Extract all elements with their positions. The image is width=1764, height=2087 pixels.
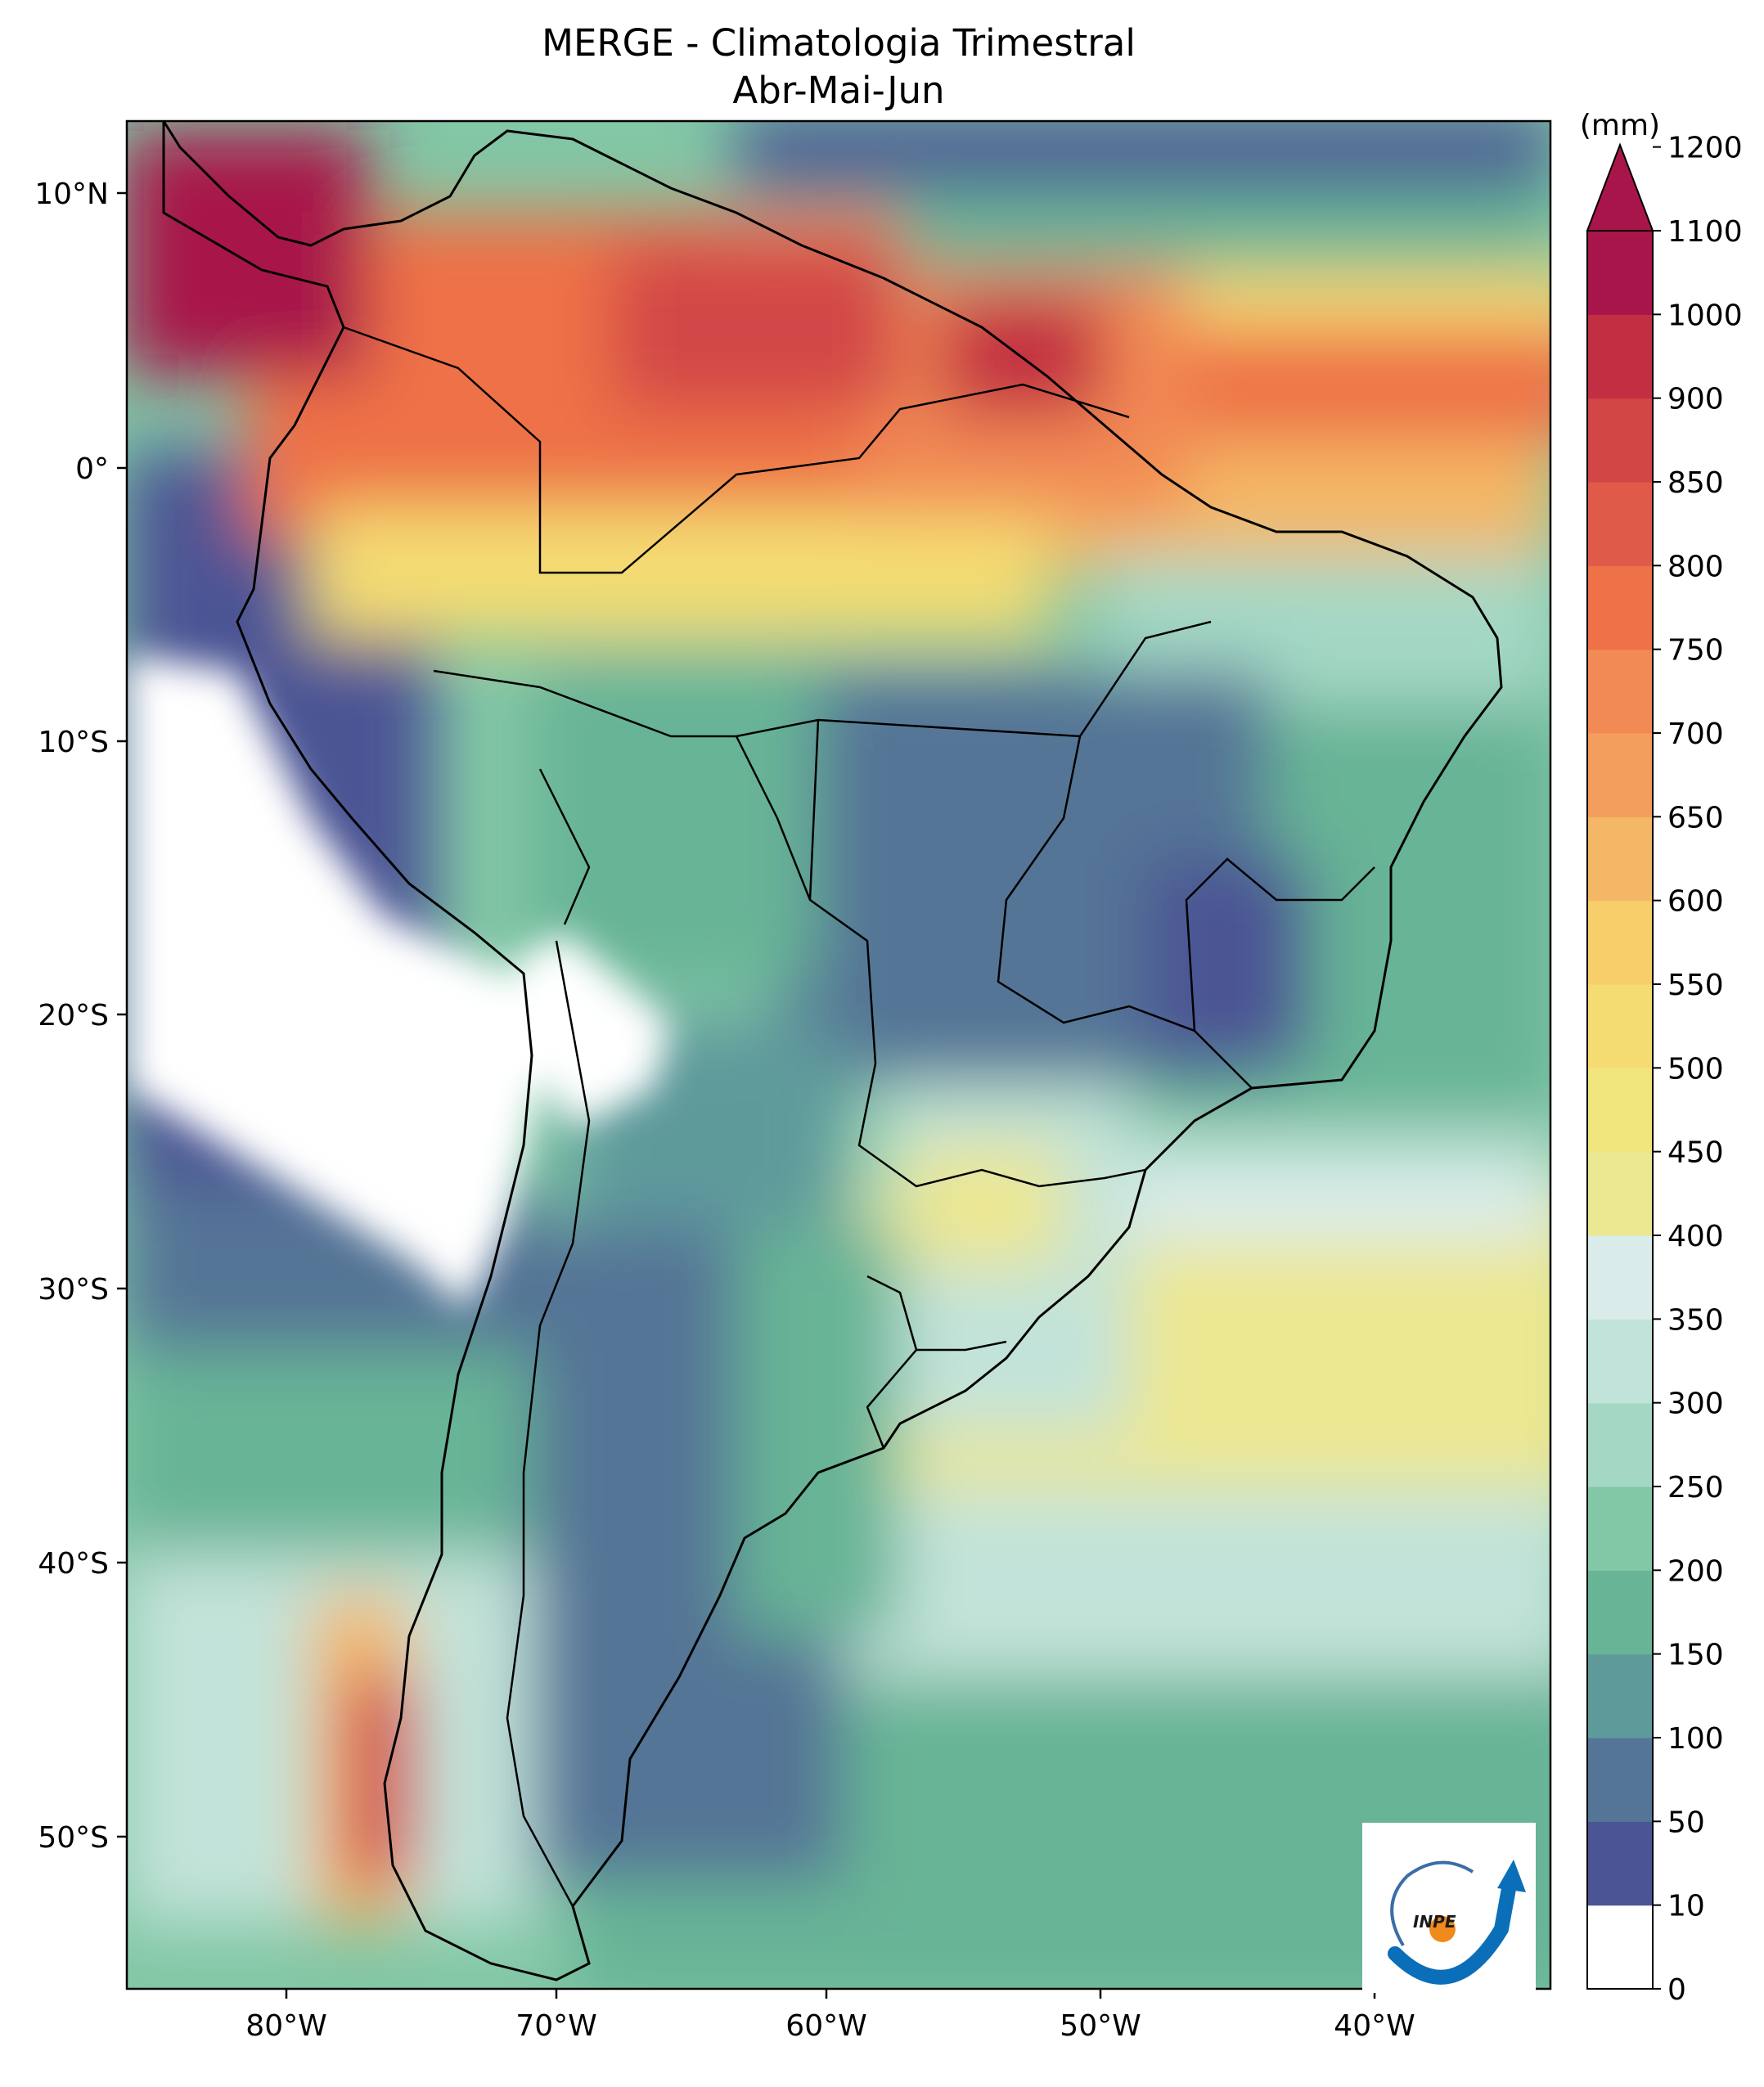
lon-tick-label: 50°W [1060,2009,1141,2043]
colorbar-segment [1587,1570,1653,1655]
colorbar-tick-label: 200 [1667,1554,1724,1588]
colorbar-tick-label: 900 [1667,383,1724,416]
lat-tick-label: 10°S [38,726,109,759]
colorbar-segment [1587,1402,1653,1487]
arrow-head-icon [1497,1860,1526,1892]
colorbar-tick-label: 150 [1667,1639,1724,1672]
northern-borders [343,326,1130,574]
colorbar-tick-label: 1200 [1667,132,1743,165]
lat-tick-label: 20°S [38,999,109,1032]
colorbar-tick-label: 250 [1667,1471,1724,1505]
colorbar-tick-label: 500 [1667,1052,1724,1086]
arrow-icon [1388,1877,1517,1985]
orbit-dot-icon [1429,1916,1456,1942]
latitude-ticks: 10°N 0° 10°S 20°S 30°S 40°S 50°S [34,178,127,1855]
colorbar-tick-label: 1100 [1667,215,1743,249]
colorbar-segment [1587,1738,1653,1822]
lat-tick-label: 10°N [34,178,109,211]
lon-tick-label: 40°W [1334,2009,1415,2043]
orbit-icon [1390,1860,1474,1947]
colorbar-tick-label: 50 [1667,1806,1705,1839]
colorbar-tick-label: 600 [1667,885,1724,919]
colorbar-segment [1587,1905,1653,1990]
lon-tick-label: 60°W [785,2009,866,2043]
brazil-state-borders [808,719,1375,1089]
lat-tick-label: 40°S [38,1547,109,1581]
colorbar-segment [1587,398,1653,483]
colorbar-segment [1587,231,1653,315]
colorbar-segment [1587,816,1653,902]
colorbar-segment [1587,565,1653,650]
map-subtitle: Abr-Mai-Jun [732,69,945,112]
colorbar-segment [1587,984,1653,1068]
colorbar-tick-label: 450 [1667,1136,1724,1170]
logo-text: INPE [1413,1912,1456,1932]
colorbar-segment [1587,900,1653,985]
southern-borders [866,1275,1007,1449]
central-borders [538,735,1146,1188]
colorbar-tick-label: 350 [1667,1303,1724,1337]
colorbar-tick-label: 650 [1667,801,1724,834]
lat-tick-label: 30°S [38,1273,109,1307]
colorbar-segment [1587,1821,1653,1906]
colorbar-tick-label: 750 [1667,634,1724,668]
longitude-ticks: 80°W 70°W 60°W 50°W 40°W [245,1989,1415,2043]
colorbar-tick-label: 700 [1667,717,1724,751]
colorbar-tick-label: 100 [1667,1722,1724,1756]
lat-tick-label: 50°S [38,1821,109,1855]
colorbar-segment [1587,314,1653,399]
map-frame [125,119,1552,1990]
colorbar: 0 10 50 100 150 200 250 300 350 400 450 500 550 600 65… [1586,132,1743,2007]
map-title: MERGE - Climatologia Trimestral [542,21,1136,65]
colorbar-tick-label: 850 [1667,466,1724,500]
amazon-borders [433,620,1212,738]
colorbar-segment [1587,482,1653,566]
colorbar-segment [1587,733,1653,817]
colorbar-unit: (mm) [1580,109,1660,142]
colorbar-tick-label: 0 [1667,1973,1686,2007]
colorbar-tick-label: 1000 [1667,299,1743,332]
colorbar-segment [1587,1319,1653,1404]
colorbar-segment [1587,1151,1653,1236]
colorbar-tick-label: 400 [1667,1220,1724,1253]
precipitation-field [127,121,1550,1989]
lon-tick-label: 70°W [515,2009,596,2043]
colorbar-segment [1587,1653,1653,1738]
lon-tick-label: 80°W [245,2009,326,2043]
colorbar-segment [1587,1487,1653,1571]
inpe-logo: INPE [1362,1823,1536,1993]
colorbar-segment [1587,649,1653,734]
colorbar-tick-label: 800 [1667,550,1724,583]
andes-border [506,940,591,1907]
continent-outline [162,121,1503,1981]
colorbar-extend-arrow [1586,142,1654,232]
colorbar-tick-label: 550 [1667,969,1724,1002]
colorbar-segment [1587,1235,1653,1320]
colorbar-segment [1587,1068,1653,1153]
colorbar-tick-label: 300 [1667,1388,1724,1421]
colorbar-frame [1586,230,1654,1990]
colorbar-tick-label: 10 [1667,1890,1705,1923]
lat-tick-label: 0° [75,452,109,486]
